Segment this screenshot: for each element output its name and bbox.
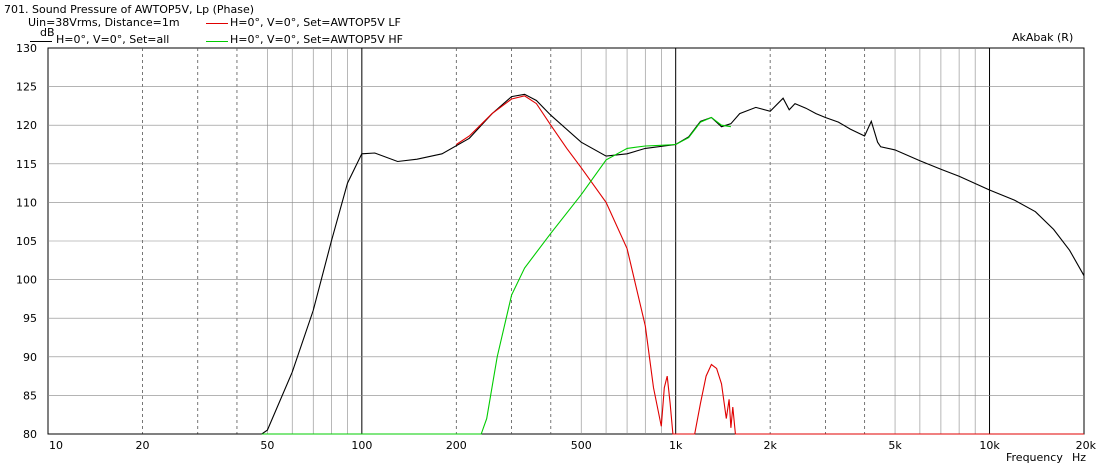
x-tick-label: 20 xyxy=(135,439,149,452)
x-tick-label: 100 xyxy=(351,439,372,452)
y-tick-label: 95 xyxy=(23,312,37,325)
grid xyxy=(48,48,1084,434)
chart-title: 701. Sound Pressure of AWTOP5V, Lp (Phas… xyxy=(4,3,255,16)
legend-label-lf: H=0°, V=0°, Set=AWTOP5V LF xyxy=(230,16,401,29)
legend-label-hf: H=0°, V=0°, Set=AWTOP5V HF xyxy=(230,33,403,46)
x-tick-label: 2k xyxy=(763,439,777,452)
y-tick-label: 80 xyxy=(23,428,37,441)
legend-info: Uin=38Vrms, Distance=1m xyxy=(28,16,180,29)
x-tick-labels: 10 20 50 100 200 500 1k 2k 5k 10k 20k xyxy=(49,439,1097,452)
y-tick-label: 100 xyxy=(16,274,37,287)
x-tick-label: 200 xyxy=(446,439,467,452)
x-tick-label: 20k xyxy=(1076,439,1097,452)
x-tick-label: 500 xyxy=(571,439,592,452)
y-tick-label: 125 xyxy=(16,81,37,94)
series-line-0 xyxy=(48,93,1085,435)
x-axis-unit: Hz xyxy=(1072,451,1087,464)
y-tick-labels: 130 125 120 115 110 105 100 95 90 85 80 xyxy=(16,42,37,441)
watermark: AkAbak (R) xyxy=(1012,31,1074,44)
y-axis-unit: dB xyxy=(40,26,55,39)
x-tick-label: 10k xyxy=(979,439,1000,452)
legend-label-all: H=0°, V=0°, Set=all xyxy=(56,33,170,46)
legend-swatch-all xyxy=(30,41,52,42)
x-axis-label: Frequency xyxy=(1006,451,1063,464)
y-tick-label: 115 xyxy=(16,158,37,171)
x-tick-label: 5k xyxy=(888,439,902,452)
legend-swatch-lf xyxy=(206,23,228,24)
legend-swatch-hf xyxy=(206,41,228,42)
series-group xyxy=(48,93,1085,435)
series-line-2 xyxy=(261,116,731,435)
x-tick-label: 10 xyxy=(49,439,63,452)
y-tick-label: 85 xyxy=(23,389,37,402)
series-line-1 xyxy=(455,95,1084,435)
x-tick-label: 1k xyxy=(669,439,683,452)
y-tick-label: 105 xyxy=(16,235,37,248)
x-tick-label: 50 xyxy=(260,439,274,452)
y-tick-label: 120 xyxy=(16,119,37,132)
y-tick-label: 130 xyxy=(16,42,37,55)
y-tick-label: 90 xyxy=(23,351,37,364)
y-tick-label: 110 xyxy=(16,196,37,209)
